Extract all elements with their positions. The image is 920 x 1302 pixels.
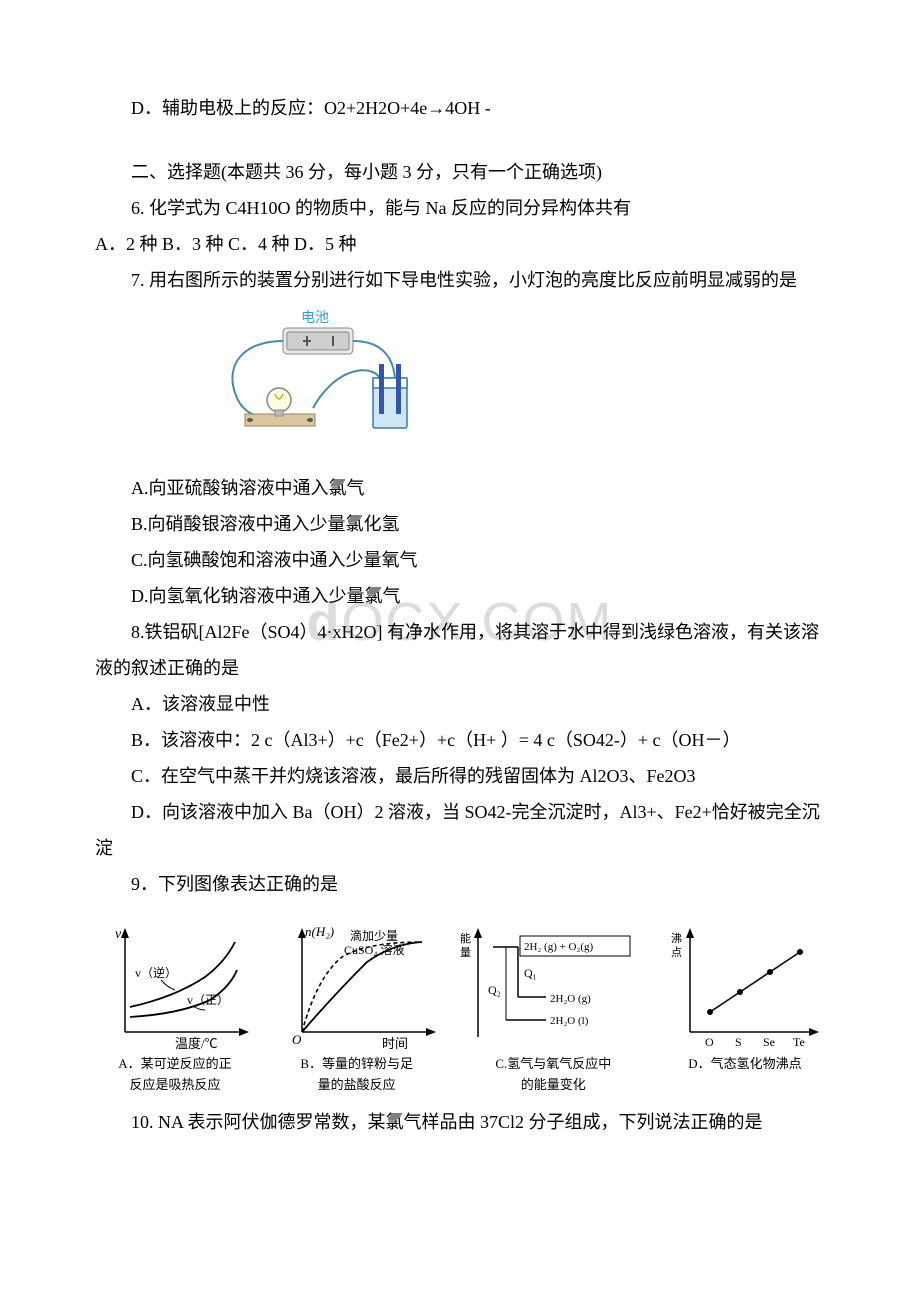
chart-b-caption2: 量的盐酸反应 xyxy=(318,1077,396,1094)
chart-d: 沸 点 O S Se Te D．气态氢化物沸点 xyxy=(665,922,825,1094)
chart-c-caption2: 的能量变化 xyxy=(521,1077,586,1094)
q7-stem: 7. 用右图所示的装置分别进行如下导电性实验，小灯泡的亮度比反应前明显减弱的是 xyxy=(95,262,825,298)
svg-text:n(H₂): n(H₂) xyxy=(305,924,334,939)
svg-text:Te: Te xyxy=(793,1035,805,1049)
q8-option-c: C．在空气中蒸干并灼烧该溶液，最后所得的残留固体为 Al2O3、Fe2O3 xyxy=(95,758,825,794)
q5-option-d: D．辅助电极上的反应：O2+2H2O+4e→4OH - xyxy=(95,90,825,126)
svg-text:时间: 时间 xyxy=(382,1036,408,1051)
q6-options: A．2 种 B．3 种 C．4 种 D．5 种 xyxy=(95,226,825,262)
svg-text:Se: Se xyxy=(763,1035,775,1049)
svg-text:v（正）: v（正） xyxy=(187,993,229,1007)
q7-option-b: B.向硝酸银溶液中通入少量氯化氢 xyxy=(95,506,825,542)
q7-option-a: A.向亚硫酸钠溶液中通入氯气 xyxy=(95,470,825,506)
svg-text:Q₂: Q₂ xyxy=(488,983,501,997)
chart-a-caption1: A．某可逆反应的正 xyxy=(118,1056,231,1073)
svg-text:CuSO₄ 溶液: CuSO₄ 溶液 xyxy=(344,942,405,957)
svg-text:Q₁: Q₁ xyxy=(524,966,537,980)
q10-stem: 10. NA 表示阿伏伽德罗常数，某氯气样品由 37Cl2 分子组成，下列说法正… xyxy=(95,1104,825,1140)
svg-text:S: S xyxy=(735,1035,742,1049)
q8-option-b: B．该溶液中：2 c（Al3+）+c（Fe2+）+c（H+ ）= 4 c（SO4… xyxy=(95,722,825,758)
q9-charts-row: v v（逆） v（正） 温度/℃ A．某可逆反应的正 反应是吸热反应 xyxy=(95,922,825,1094)
chart-a: v v（逆） v（正） 温度/℃ A．某可逆反应的正 反应是吸热反应 xyxy=(95,922,255,1094)
q9-stem: 9．下列图像表达正确的是 xyxy=(95,866,825,902)
chart-b-caption1: B．等量的锌粉与足 xyxy=(300,1056,413,1073)
section2-header: 二、选择题(本题共 36 分，每小题 3 分，只有一个正确选项) xyxy=(95,154,825,190)
svg-text:O: O xyxy=(292,1032,302,1047)
svg-text:沸: 沸 xyxy=(671,932,682,945)
q8-option-a: A．该溶液显中性 xyxy=(95,686,825,722)
svg-text:量: 量 xyxy=(460,946,471,959)
svg-text:点: 点 xyxy=(671,946,682,959)
svg-text:滴加少量: 滴加少量 xyxy=(350,928,398,943)
q8-stem: 8.铁铝矾[Al2Fe（SO4）4·xH2O] 有净水作用，将其溶于水中得到浅绿… xyxy=(95,614,825,686)
chart-b: n(H₂) 滴加少量 CuSO₄ 溶液 O 时间 B．等量的锌粉与足 量的盐酸反… xyxy=(272,922,442,1094)
q7-option-c: C.向氢碘酸饱和溶液中通入少量氧气 xyxy=(95,542,825,578)
q7-diagram: 电池 xyxy=(215,308,825,460)
svg-text:2H₂ (g) + O₂(g): 2H₂ (g) + O₂(g) xyxy=(524,941,594,953)
q6-stem: 6. 化学式为 C4H10O 的物质中，能与 Na 反应的同分异构体共有 xyxy=(95,190,825,226)
q7-option-d: D.向氢氧化钠溶液中通入少量氯气 xyxy=(95,578,825,614)
chart-a-caption2: 反应是吸热反应 xyxy=(129,1077,220,1094)
chart-c-caption1: C.氢气与氧气反应中 xyxy=(495,1056,611,1073)
svg-text:2H₂O (l): 2H₂O (l) xyxy=(550,1015,589,1027)
battery-label: 电池 xyxy=(301,310,329,326)
chart-c-ylabel: 能 xyxy=(460,931,471,945)
chart-c: 能 量 2H₂ (g) + O₂(g) Q₁ Q₂ 2H₂O (g) xyxy=(458,922,648,1094)
chart-d-caption: D．气态氢化物沸点 xyxy=(688,1056,801,1073)
svg-text:O: O xyxy=(705,1035,714,1049)
svg-text:v（逆）: v（逆） xyxy=(135,965,177,980)
svg-text:2H₂O (g): 2H₂O (g) xyxy=(550,993,591,1005)
svg-text:温度/℃: 温度/℃ xyxy=(175,1036,218,1051)
svg-text:v: v xyxy=(115,927,122,942)
q8-option-d: D．向该溶液中加入 Ba（OH）2 溶液，当 SO42-完全沉淀时，Al3+、F… xyxy=(95,794,825,866)
